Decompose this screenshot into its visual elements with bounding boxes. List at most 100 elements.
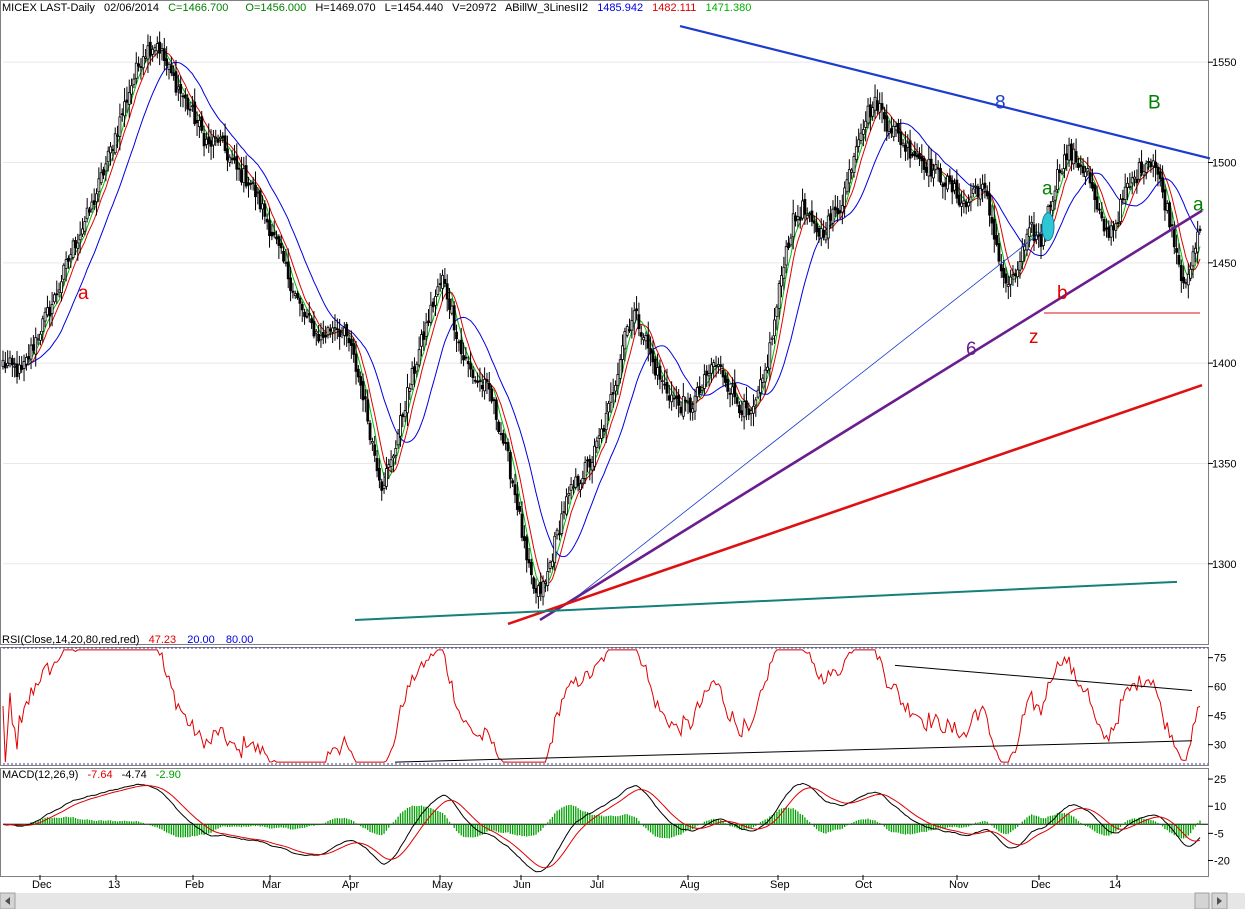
candle: [1168, 200, 1172, 231]
rsi-trendline-0: [894, 664, 1193, 692]
candle-body: [532, 577, 536, 589]
candle: [169, 56, 173, 77]
candle-body: [822, 229, 825, 238]
candle-body: [286, 261, 290, 280]
candle-body: [331, 327, 335, 333]
candle: [469, 351, 472, 377]
rsi-tick-label: 60: [1214, 682, 1226, 694]
date-label: 02/06/2014: [104, 2, 159, 14]
candle: [939, 163, 942, 186]
candle-body: [812, 220, 816, 224]
candle: [798, 206, 802, 229]
candle-body: [1088, 172, 1092, 184]
price-panel-frame: [0, 0, 1209, 645]
candle-body: [76, 242, 80, 249]
candle: [1093, 182, 1097, 213]
candle-body: [927, 158, 931, 177]
candle-body: [176, 86, 180, 90]
candle-body: [1053, 190, 1057, 201]
candle: [272, 220, 276, 239]
candle-body: [263, 203, 267, 217]
candle-body: [88, 209, 91, 213]
candle-body: [929, 158, 933, 177]
candle: [118, 103, 122, 151]
candle: [1013, 268, 1017, 283]
candle-body: [1048, 204, 1052, 208]
candle: [639, 325, 643, 345]
candle: [948, 168, 952, 185]
candle-body: [738, 404, 741, 414]
candle-body: [328, 328, 332, 332]
candle-body: [824, 233, 828, 241]
candle-body: [1060, 171, 1064, 174]
candle: [113, 127, 117, 155]
candle: [43, 307, 47, 328]
macd-value-3: -2.90: [156, 769, 181, 781]
wave-label: z: [1029, 327, 1039, 348]
candle-body: [146, 45, 150, 60]
candle: [565, 488, 568, 517]
candle-body: [607, 403, 610, 413]
candle-body: [901, 142, 905, 146]
candle: [1184, 278, 1188, 289]
candle: [621, 334, 624, 373]
candle: [551, 553, 554, 570]
candle-body: [731, 386, 734, 395]
candle: [385, 456, 388, 490]
candle-body: [602, 428, 606, 432]
high-value: H=1469.070: [315, 2, 375, 14]
candle: [534, 578, 538, 604]
candle-body: [363, 396, 367, 400]
candle-body: [511, 480, 515, 484]
candle: [532, 575, 536, 594]
candle-body: [1072, 148, 1076, 165]
candle: [15, 351, 19, 384]
candle: [1030, 215, 1034, 234]
candle-body: [413, 366, 416, 374]
candle-body: [815, 223, 818, 233]
candle: [466, 356, 470, 378]
candle-body: [338, 329, 342, 337]
x-tick-label: Oct: [855, 879, 872, 891]
candle-body: [1018, 261, 1022, 271]
candle-body: [803, 199, 807, 215]
candle: [653, 356, 657, 380]
candle-body: [702, 374, 706, 389]
candle-body: [513, 484, 517, 496]
candle-body: [1193, 247, 1197, 254]
candle-body: [623, 331, 627, 350]
candle-body: [747, 408, 751, 416]
candle-body: [197, 119, 201, 128]
candle: [335, 318, 339, 340]
candle-body: [214, 136, 218, 139]
candle: [1109, 220, 1113, 246]
candle: [738, 401, 741, 419]
scroll-thumb[interactable]: [1194, 892, 1210, 909]
candle-body: [102, 169, 105, 176]
candle: [373, 435, 377, 463]
price-tick-label: 1500: [1212, 157, 1236, 169]
candle: [356, 365, 360, 383]
candle-body: [195, 119, 199, 124]
candle-body: [866, 105, 870, 124]
candle: [700, 384, 704, 394]
candle: [974, 178, 977, 195]
candle-body: [878, 103, 882, 113]
candle-body: [291, 290, 295, 293]
candle: [688, 394, 692, 421]
candle: [279, 235, 283, 254]
candle-body: [1179, 264, 1183, 282]
wave-label: a: [1193, 195, 1204, 216]
candle-body: [20, 366, 24, 370]
candle-body: [431, 301, 435, 308]
candle: [441, 269, 444, 302]
close-value: C=1466.700: [168, 2, 228, 14]
candle-body: [990, 217, 994, 224]
candle: [997, 233, 1001, 265]
candle-body: [277, 236, 281, 246]
candle: [85, 198, 89, 223]
horizontal-scrollbar[interactable]: [0, 892, 1245, 909]
candle-body: [162, 48, 166, 61]
candle-body: [1074, 151, 1078, 163]
